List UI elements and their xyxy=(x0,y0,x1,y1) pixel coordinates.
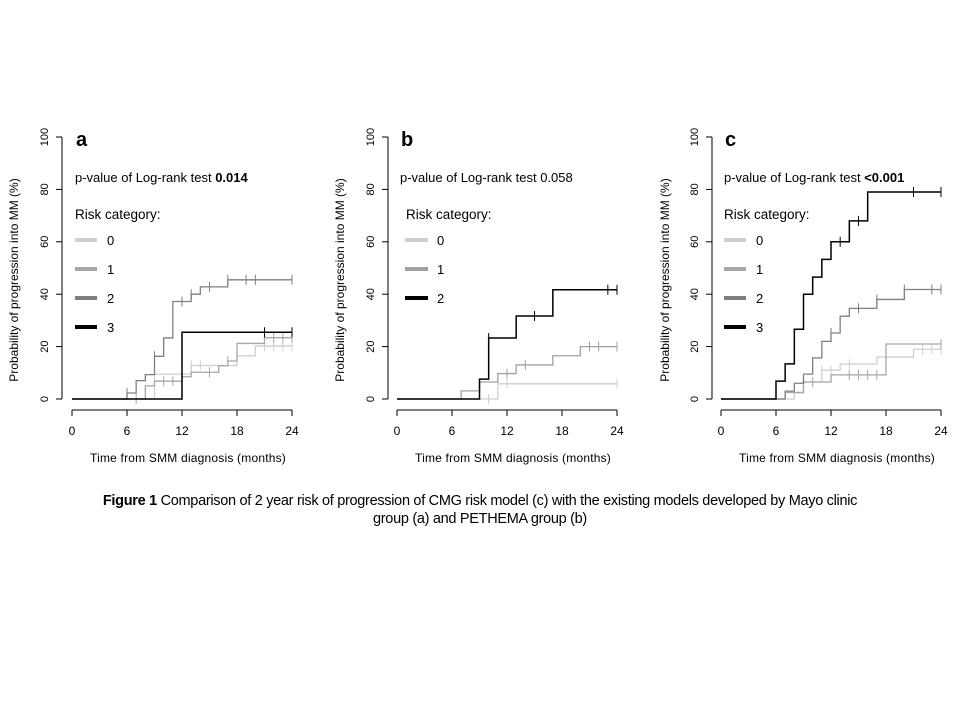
x-tick-label: 18 xyxy=(879,424,893,438)
caption-label: Figure 1 xyxy=(102,493,157,509)
legend-label-3: 3 xyxy=(107,320,114,335)
y-tick-label: 0 xyxy=(689,396,701,402)
y-tick-label: 60 xyxy=(39,236,51,248)
panel-title: c xyxy=(725,129,736,151)
y-tick-label: 40 xyxy=(689,288,701,300)
pvalue-annotation: p-value of Log-rank test 0.014 xyxy=(75,170,249,185)
pvalue-annotation: p-value of Log-rank test <0.001 xyxy=(724,170,904,185)
x-tick-label: 0 xyxy=(718,424,725,438)
legend-title: Risk category: xyxy=(406,207,492,222)
legend-label-2: 2 xyxy=(437,291,444,306)
y-tick-label: 40 xyxy=(365,288,377,300)
x-tick-label: 24 xyxy=(610,424,624,438)
caption-line2: group (a) and PETHEMA group (b) xyxy=(373,511,587,527)
y-axis-label: Probability of progression into MM (%) xyxy=(658,178,672,381)
x-axis-label: Time from SMM diagnosis (months) xyxy=(90,451,286,465)
x-tick-label: 18 xyxy=(230,424,244,438)
pvalue-label: p-value of Log-rank test xyxy=(724,170,864,185)
legend: Risk category: 0 1 2 3 xyxy=(724,207,810,335)
y-tick-label: 100 xyxy=(39,128,51,146)
pvalue-value: 0.014 xyxy=(215,170,248,185)
legend-label-2: 2 xyxy=(107,291,114,306)
legend-label-0: 0 xyxy=(756,233,763,248)
series-risk-0 xyxy=(397,378,618,404)
pvalue-value: 0.058 xyxy=(540,170,573,185)
x-tick-label: 18 xyxy=(555,424,569,438)
pvalue-value: <0.001 xyxy=(864,170,904,185)
x-tick-label: 6 xyxy=(773,424,780,438)
legend-label-0: 0 xyxy=(437,233,444,248)
y-tick-label: 20 xyxy=(689,340,701,352)
x-tick-label: 24 xyxy=(934,424,948,438)
series-risk-3 xyxy=(721,187,942,400)
y-tick-label: 100 xyxy=(689,128,701,146)
legend-label-1: 1 xyxy=(107,262,114,277)
series-risk-2 xyxy=(721,284,942,400)
x-axis-label: Time from SMM diagnosis (months) xyxy=(415,451,611,465)
x-tick-label: 6 xyxy=(449,424,456,438)
y-tick-label: 80 xyxy=(365,183,377,195)
series-risk-1 xyxy=(72,332,293,404)
y-tick-label: 60 xyxy=(365,236,377,248)
series-risk-3 xyxy=(72,327,293,400)
x-tick-label: 24 xyxy=(285,424,299,438)
y-tick-label: 20 xyxy=(365,340,377,352)
step-line-risk-0 xyxy=(72,345,292,400)
y-tick-label: 60 xyxy=(689,236,701,248)
y-tick-label: 0 xyxy=(365,396,377,402)
y-axis-label: Probability of progression into MM (%) xyxy=(7,178,21,381)
y-tick-label: 80 xyxy=(689,183,701,195)
figure-caption: Figure 1 Comparison of 2 year risk of pr… xyxy=(0,492,960,528)
panel-title: b xyxy=(401,129,413,151)
legend-label-0: 0 xyxy=(107,233,114,248)
series-risk-2 xyxy=(397,284,618,400)
series-risk-0 xyxy=(721,344,942,400)
step-line-risk-3 xyxy=(721,191,941,400)
legend-title: Risk category: xyxy=(724,207,810,222)
step-line-risk-2 xyxy=(72,279,292,400)
x-tick-label: 12 xyxy=(824,424,838,438)
legend-label-3: 3 xyxy=(756,320,763,335)
x-axis-label: Time from SMM diagnosis (months) xyxy=(739,451,935,465)
y-tick-label: 20 xyxy=(39,340,51,352)
legend: Risk category: 0 1 2 xyxy=(405,207,492,306)
x-tick-label: 6 xyxy=(124,424,131,438)
series-risk-2 xyxy=(72,274,293,400)
y-axis-label: Probability of progression into MM (%) xyxy=(333,178,347,381)
pvalue-annotation: p-value of Log-rank test 0.058 xyxy=(400,170,573,185)
legend-title: Risk category: xyxy=(75,207,161,222)
legend-label-1: 1 xyxy=(437,262,444,277)
pvalue-label: p-value of Log-rank test xyxy=(400,170,540,185)
panel-title: a xyxy=(76,129,88,151)
step-line-risk-3 xyxy=(72,331,292,400)
y-tick-label: 0 xyxy=(39,396,51,402)
pvalue-label: p-value of Log-rank test xyxy=(75,170,215,185)
legend-label-2: 2 xyxy=(756,291,763,306)
x-tick-label: 12 xyxy=(500,424,514,438)
caption-line1: Comparison of 2 year risk of progression… xyxy=(156,493,858,509)
step-line-risk-1 xyxy=(72,337,292,400)
legend-label-1: 1 xyxy=(756,262,763,277)
x-tick-label: 12 xyxy=(175,424,189,438)
y-tick-label: 80 xyxy=(39,183,51,195)
step-line-risk-2 xyxy=(397,288,617,400)
x-tick-label: 0 xyxy=(69,424,76,438)
y-tick-label: 40 xyxy=(39,288,51,300)
legend: Risk category: 0 1 2 3 xyxy=(75,207,161,335)
series-risk-1 xyxy=(397,341,618,400)
x-tick-label: 0 xyxy=(394,424,401,438)
y-tick-label: 100 xyxy=(365,128,377,146)
